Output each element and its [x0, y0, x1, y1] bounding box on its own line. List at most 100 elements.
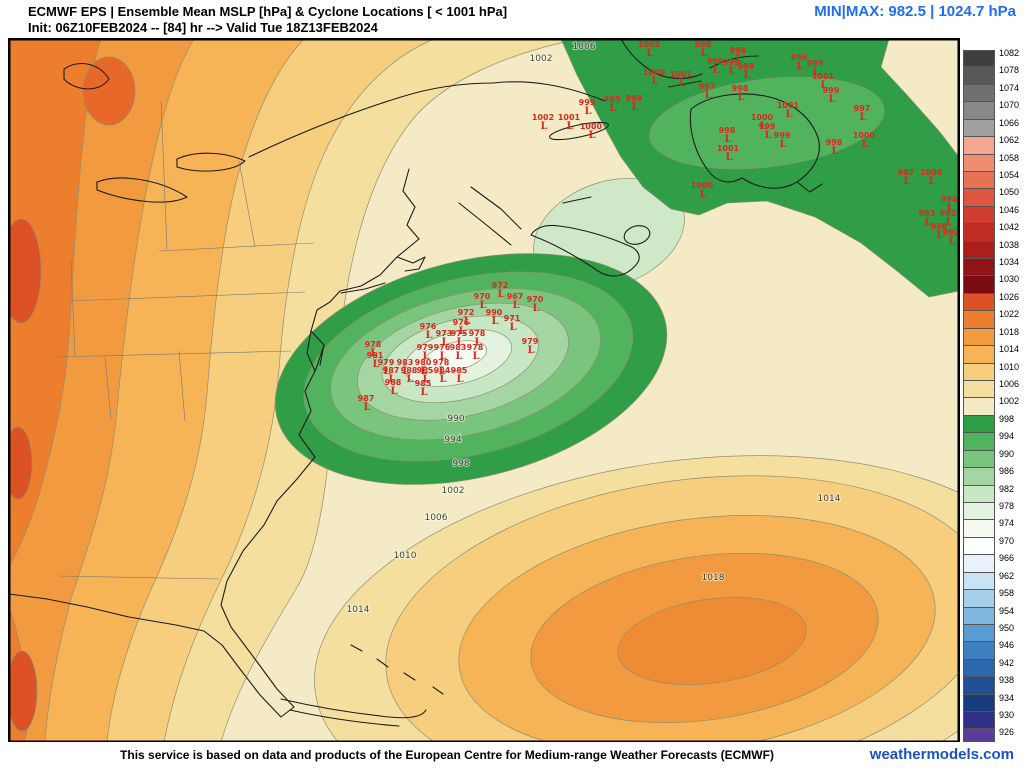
cyclone-L-icon: L — [540, 121, 547, 132]
cyclone-pressure-label: 972 — [458, 308, 475, 317]
cyclone-L-icon: L — [472, 351, 479, 362]
contour-labels: 990 994 998 1002 1006 1010 1014 1014 1018 1006 100… — [346, 41, 842, 616]
cyclone-L-icon: L — [796, 61, 803, 72]
cyclone-L-icon: L — [831, 146, 838, 157]
cyclone-pressure-label: 978 — [469, 329, 486, 338]
cyclone-L-icon: L — [402, 366, 409, 377]
cyclone-pressure-label: 998 — [931, 222, 948, 231]
colorbar-tick-label: 1046 — [999, 204, 1020, 215]
attribution-text: This service is based on data and produc… — [120, 748, 774, 762]
cyclone-pressure-label: 990 — [486, 308, 503, 317]
colorbar-swatch — [963, 677, 995, 695]
colorbar-swatch — [963, 520, 995, 538]
cyclone-L-icon: L — [456, 374, 463, 385]
colorbar-tick-label: 1082 — [999, 48, 1020, 58]
cyclone-L-icon: L — [759, 121, 766, 132]
colorbar-swatch — [963, 206, 995, 225]
colorbar-band: 1014 — [963, 345, 1023, 364]
cyclone-pressure-label: 988 — [385, 378, 402, 387]
cyclone-L-icon: L — [455, 351, 462, 362]
cyclone-pressure-label: 988 — [401, 366, 418, 375]
cyclone-L-icon: L — [928, 176, 935, 187]
cyclone-pressure-label: 1001 — [670, 70, 693, 79]
southeast-high-bands — [314, 455, 1024, 768]
colorbar-band: 1062 — [963, 136, 1023, 155]
cyclone-pressure-label: 987 — [358, 394, 375, 403]
cyclone-pressure-label: 998 — [719, 126, 736, 135]
colorbar-swatch — [963, 433, 995, 451]
cyclone-L-icon: L — [764, 130, 771, 141]
map-area: 990 994 998 1002 1006 1010 1014 1014 1018 1006 100… — [0, 38, 1024, 768]
cyclone-pressure-label: 996 — [791, 53, 808, 62]
cyclone-L-icon: L — [420, 366, 427, 377]
cyclone-L-icon: L — [497, 289, 504, 300]
contour-label: 1006 — [425, 513, 448, 523]
map-frame — [9, 39, 959, 742]
colorbar-tick-label: 1070 — [999, 100, 1020, 111]
colorbar-swatch — [963, 381, 995, 399]
cyclone-L-icon: L — [370, 348, 377, 359]
colorbar-tick-label: 962 — [999, 570, 1015, 581]
colorbar-band: 970 — [963, 536, 1023, 556]
cyclone-pressure-label: 999 — [807, 59, 824, 68]
cyclone-L-icon: L — [903, 176, 910, 187]
cyclone-L-icon: L — [859, 112, 866, 123]
cyclone-L-icon: L — [631, 102, 638, 113]
colorbar-tick-label: 1058 — [999, 152, 1020, 163]
cyclone-pressure-label: 1002 — [532, 113, 554, 122]
cyclone-pressure-label: 992 — [940, 209, 957, 218]
colorbar-band: 986 — [963, 467, 1023, 486]
cyclone-pressure-label: 979 — [417, 343, 434, 352]
contour-label: 1014 — [347, 605, 370, 615]
colorbar-tick-label: 1002 — [999, 396, 1020, 407]
colorbar-band: 942 — [963, 658, 1023, 678]
colorbar-swatch — [963, 102, 995, 120]
colorbar-swatch — [963, 311, 995, 329]
colorbar-swatch — [963, 694, 995, 713]
cyclone-L-icon: L — [699, 189, 706, 200]
cyclone-L-icon: L — [463, 316, 470, 327]
colorbar-band: 998 — [963, 414, 1023, 434]
colorbar-swatch — [963, 468, 995, 486]
colorbar-swatch — [963, 590, 995, 608]
colorbar-swatch — [963, 84, 995, 103]
colorbar-tick-label: 1054 — [999, 169, 1020, 180]
cyclone-L-icon: L — [737, 92, 744, 103]
contour-label: 1014 — [818, 494, 841, 504]
colorbar-band: 1030 — [963, 275, 1023, 294]
colorbar-band: 974 — [963, 519, 1023, 538]
cyclone-L-icon: L — [458, 326, 465, 337]
cyclone-L-icon: L — [527, 345, 534, 356]
cyclone-L-icon: L — [390, 386, 397, 397]
contour-label: 1002 — [442, 486, 465, 496]
colorbar-band: 1058 — [963, 152, 1023, 172]
brand-link[interactable]: weathermodels.com — [869, 746, 1014, 763]
colorbar-tick-label: 1078 — [999, 65, 1020, 76]
colorbar-band: 1002 — [963, 396, 1023, 416]
cyclone-L-icon: L — [779, 139, 786, 150]
coastlines — [8, 38, 823, 727]
colorbar-swatch — [963, 67, 995, 85]
cyclone-L-icon: L — [728, 66, 735, 77]
